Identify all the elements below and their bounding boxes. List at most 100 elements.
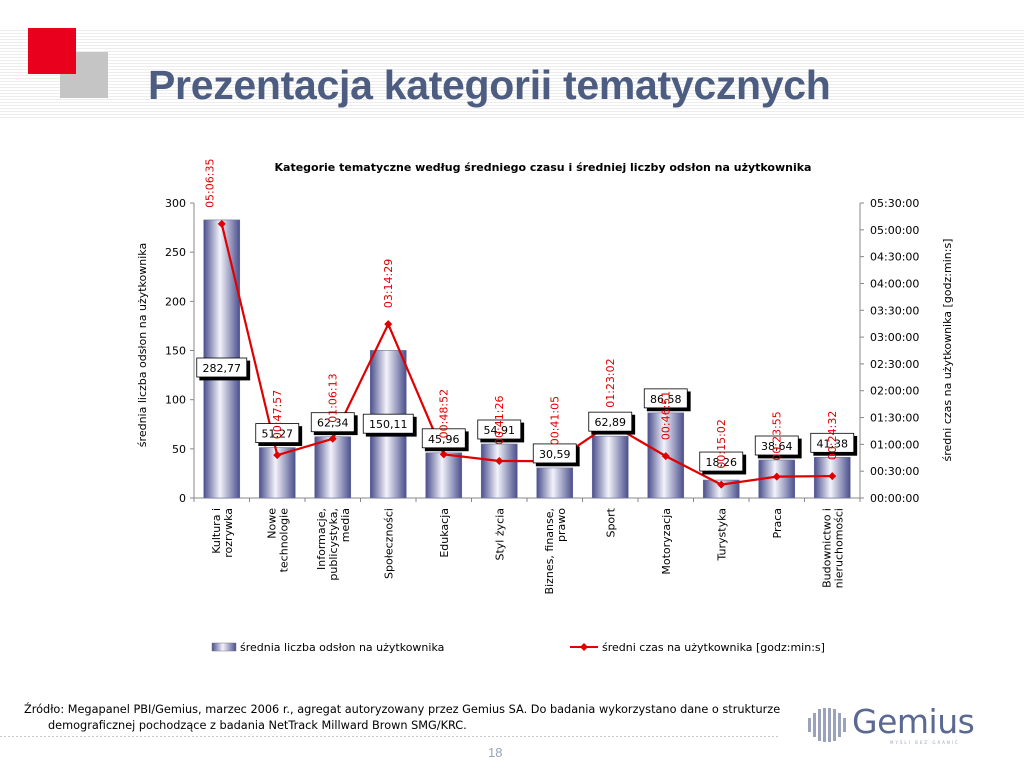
time-value-label: 05:06:35 (204, 159, 217, 208)
red-square-decoration (28, 28, 76, 74)
time-value-label: 01:06:13 (327, 373, 340, 422)
category-label: Kultura irozrywka (210, 508, 235, 558)
category-label-line: Motoryzacja (660, 508, 673, 575)
bar-value-box (310, 412, 355, 433)
line-point (772, 472, 781, 481)
category-label-line: Edukacja (438, 508, 451, 558)
y-left-tick-label: 300 (165, 197, 186, 210)
bar-value-box (477, 419, 522, 440)
page-number: 18 (488, 745, 503, 760)
bar-value-label: 38,64 (754, 435, 799, 456)
category-label-line: Nowe (265, 508, 278, 539)
y-right-tick-label: 05:00:00 (870, 224, 919, 237)
category-label: Edukacja (438, 508, 451, 558)
category-label: Nowetechnologie (265, 508, 290, 573)
bar-value-label: 62,34 (310, 412, 355, 433)
category-label: Biznes, finanse,prawo (543, 508, 568, 595)
source-note: Źródło: Megapanel PBI/Gemius, marzec 200… (24, 702, 814, 734)
bar-value-box (588, 411, 633, 432)
category-label: Informacje,publicystyka,media (315, 508, 352, 581)
bar (314, 436, 352, 499)
bar-series (203, 219, 851, 499)
bar-value-label: 86,58 (643, 388, 688, 409)
footer-divider (0, 736, 780, 737)
bar-value-box (421, 428, 466, 449)
time-value-label: 00:23:55 (771, 411, 784, 460)
bar-value-text: 30,59 (539, 448, 571, 461)
category-label-line: Biznes, finanse, (543, 508, 556, 594)
category-label-line: Sport (604, 507, 617, 537)
bar-value-label: 62,89 (588, 411, 633, 432)
bar-value-text: 41,38 (817, 437, 849, 450)
bar-value-box (643, 388, 688, 409)
bar-value-label: 30,59 (532, 443, 577, 464)
header-stripes (0, 30, 1024, 120)
bar (536, 467, 574, 499)
category-label-line: Praca (771, 508, 784, 539)
bar-value-text: 51,27 (262, 428, 294, 441)
y-right-tick-label: 04:00:00 (870, 277, 919, 290)
legend-line-label: średni czas na użytkownika [godz:min:s] (602, 641, 825, 654)
category-label-line: Budownictwo i (820, 508, 833, 588)
y-right-tick-label: 01:30:00 (870, 412, 919, 425)
bar-value-label: 18,26 (699, 451, 744, 472)
bar-value-text: 150,11 (369, 418, 408, 431)
legend-bar-swatch (211, 642, 237, 652)
y-right-tick-label: 01:00:00 (870, 438, 919, 451)
line-point (717, 480, 726, 489)
bar-value-label: 41,38 (810, 432, 855, 453)
line-point (328, 434, 337, 443)
bar-value-text: 45,96 (428, 433, 460, 446)
time-value-label: 00:24:32 (826, 411, 839, 460)
gemius-logo: Gemius MYŚLI BEZ GRANIC (806, 702, 986, 745)
category-label: Sport (604, 507, 617, 537)
bar-value-text: 38,64 (761, 440, 793, 453)
time-value-label: 00:46:51 (660, 391, 673, 440)
bar-value-label: 150,11 (362, 413, 414, 434)
y-right-tick-label: 02:00:00 (870, 385, 919, 398)
bar-value-label: 282,77 (196, 357, 248, 378)
y-left-tick-label: 50 (172, 443, 186, 456)
category-label: Turystyka (715, 508, 728, 562)
category-label-line: technologie (277, 508, 290, 573)
y-left-tick-label: 200 (165, 295, 186, 308)
bar-value-text: 18,26 (706, 456, 738, 469)
category-label-line: Społeczności (382, 508, 395, 579)
line-point (384, 320, 393, 329)
bar-value-text: 62,89 (595, 416, 627, 429)
legend-bar-label: średnia liczba odsłon na użytkownika (240, 641, 444, 654)
bar-value-label: 45,96 (421, 428, 466, 449)
time-value-label: 00:15:02 (715, 419, 728, 468)
bar-value-label: 51,27 (255, 423, 300, 443)
bar-value-text: 86,58 (650, 393, 682, 406)
legend-line-marker (580, 643, 588, 651)
line-point (217, 219, 226, 228)
bar-value-text: 282,77 (203, 362, 242, 375)
bar-value-box (754, 435, 799, 456)
category-labels: Kultura irozrywka Nowetechnologie Informac… (210, 507, 846, 594)
time-value-label: 00:47:57 (271, 390, 284, 439)
category-label-line: publicystyka, (327, 508, 340, 581)
category-label: Styl życia (493, 508, 506, 561)
category-label-line: Kultura i (210, 508, 223, 554)
y-axis-left-label: średnia liczba odsłon na użytkownika (136, 243, 149, 447)
bar-value-box (196, 357, 248, 378)
gemius-logo-word: Gemius (852, 702, 975, 741)
line-point (495, 456, 504, 465)
chart-title: Kategorie tematyczne według średniego cz… (275, 161, 812, 174)
category-label-line: media (339, 508, 352, 542)
bar-value-box (532, 443, 577, 464)
source-line-2: demograficznej pochodzące z badania NetT… (48, 719, 467, 732)
bar-value-box (810, 432, 855, 453)
y-left-tick-label: 150 (165, 345, 186, 358)
time-value-label: 03:14:29 (382, 259, 395, 308)
category-label-line: prawo (555, 508, 568, 542)
y-right-tick-label: 02:30:00 (870, 358, 919, 371)
bar (425, 452, 463, 499)
category-label-line: Turystyka (715, 508, 728, 562)
chart: Kategorie tematyczne według średniego cz… (136, 159, 954, 654)
category-label-line: rozrywka (222, 508, 235, 558)
bar (480, 443, 518, 499)
time-line (220, 223, 833, 486)
gemius-logo-grid-icon (806, 708, 854, 742)
